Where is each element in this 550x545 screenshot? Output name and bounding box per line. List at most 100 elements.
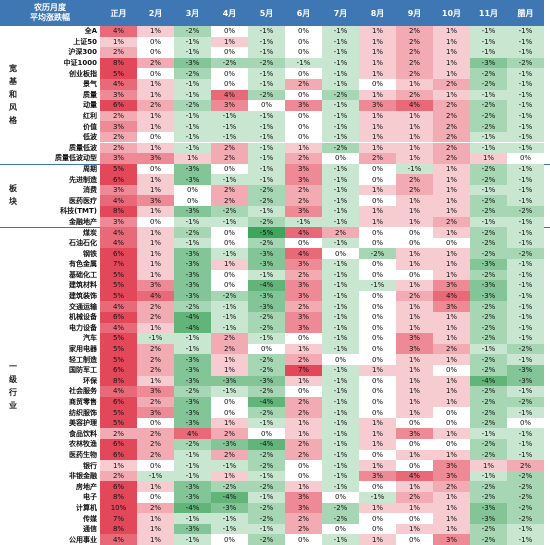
heatmap-cell: 1% (137, 89, 174, 101)
row-label: 金融地产 (69, 217, 97, 226)
heatmap-cell: -4% (248, 280, 285, 291)
heatmap-cell: -1% (211, 174, 248, 185)
heatmap-cell: 2% (211, 153, 248, 164)
heatmap-cell: 2% (137, 354, 174, 365)
heatmap-cell: -3% (174, 248, 211, 259)
heatmap-cell: 1% (470, 460, 507, 471)
heatmap-cell: -1% (248, 269, 285, 281)
heatmap-cell: 1% (359, 47, 396, 58)
heatmap-cell: -1% (322, 174, 359, 185)
heatmap-cell: 6% (100, 439, 137, 450)
heatmap-cell: -2% (322, 142, 359, 154)
heatmap-cell: 1% (396, 396, 433, 408)
heatmap-cell: -1% (507, 311, 544, 323)
heatmap-cell: -1% (322, 301, 359, 312)
heatmap-cell: 1% (433, 428, 470, 440)
heatmap-cell: 0% (396, 269, 433, 281)
heatmap-cell: 0% (322, 354, 359, 365)
row-label: 社会服务 (69, 387, 97, 396)
heatmap-cell: -1% (507, 184, 544, 196)
heatmap-cell: -4% (174, 322, 211, 334)
heatmap-cell: 2% (211, 343, 248, 355)
heatmap-cell: 0% (285, 470, 322, 482)
heatmap-cell: 6% (100, 174, 137, 185)
heatmap-cell: -2% (470, 174, 507, 185)
heatmap-cell: 3% (396, 343, 433, 355)
heatmap-cell: -2% (174, 439, 211, 450)
row-label: 家用电器 (69, 345, 97, 354)
heatmap-cell: -1% (507, 407, 544, 418)
group-label-text: 宽基和风格 (9, 64, 17, 126)
heatmap-cell: 0% (285, 131, 322, 143)
heatmap-cell: -1% (174, 460, 211, 471)
heatmap-cell: -2% (248, 311, 285, 323)
heatmap-cell: -1% (322, 460, 359, 471)
heatmap-cell: 3% (433, 460, 470, 471)
group-label: 一级行业 (0, 227, 26, 545)
heatmap-cell: -2% (248, 513, 285, 524)
heatmap-cell: 3% (285, 492, 322, 503)
heatmap-cell: 8% (100, 492, 137, 503)
corner-title: 农历月度 (34, 3, 66, 12)
heatmap-cell: 3% (433, 280, 470, 291)
heatmap-cell: 0% (359, 237, 396, 249)
heatmap-cell: -1% (248, 206, 285, 217)
heatmap-cell: 1% (396, 153, 433, 164)
heatmap-cell: 2% (137, 502, 174, 514)
heatmap-cell: 4% (285, 248, 322, 259)
heatmap-cell: 0% (285, 110, 322, 122)
heatmap-cell: 1% (359, 417, 396, 429)
group-label-text: 板块 (9, 184, 17, 207)
heatmap-cell: -3% (174, 396, 211, 408)
heatmap-cell: 0% (359, 396, 396, 408)
row-label: 动量 (83, 101, 97, 110)
heatmap-cell: -1% (322, 470, 359, 482)
heatmap-cell: 0% (359, 195, 396, 207)
heatmap-cell: -2% (507, 492, 544, 503)
heatmap-cell: 7% (285, 364, 322, 376)
heatmap-cell: 3% (100, 153, 137, 164)
heatmap-cell: 1% (137, 269, 174, 281)
heatmap-cell: 2% (285, 354, 322, 365)
row-label: 纺织服饰 (69, 408, 97, 417)
row-label: 公用事业 (69, 535, 97, 544)
heatmap-cell: 3% (100, 89, 137, 101)
heatmap-cell: 1% (433, 492, 470, 503)
heatmap-cell: 3% (285, 100, 322, 111)
heatmap-cell: -1% (322, 343, 359, 355)
heatmap-cell: 6% (100, 481, 137, 493)
heatmap-cell: 2% (285, 523, 322, 535)
heatmap-cell: 5% (100, 269, 137, 281)
heatmap-cell: 2% (396, 184, 433, 196)
heatmap-cell: -1% (248, 174, 285, 185)
heatmap-cell: -1% (322, 290, 359, 302)
heatmap-cell: 3% (285, 502, 322, 514)
row-label: 计算机 (76, 503, 97, 512)
month-header: 8月 (359, 0, 396, 26)
row-label: 中证1000 (63, 59, 97, 68)
heatmap-cell: -2% (470, 396, 507, 408)
heatmap-cell: -3% (174, 206, 211, 217)
heatmap-cell: 2% (285, 184, 322, 196)
heatmap-cell: 0% (285, 386, 322, 397)
heatmap-cell: 4% (396, 100, 433, 111)
heatmap-cell: -1% (248, 153, 285, 164)
heatmap-cell: 0% (248, 428, 285, 440)
row-label: 美容护理 (69, 419, 97, 428)
heatmap-cell: -1% (248, 36, 285, 48)
heatmap-cell: -1% (174, 534, 211, 545)
heatmap-cell: -2% (248, 184, 285, 196)
heatmap-cell: -2% (470, 100, 507, 111)
heatmap-cell: -1% (507, 68, 544, 79)
heatmap-cell: -1% (359, 492, 396, 503)
heatmap-cell: 1% (359, 26, 396, 37)
heatmap-cell: -1% (322, 322, 359, 334)
row-label: 国防军工 (69, 366, 97, 375)
heatmap-cell: 1% (433, 227, 470, 238)
heatmap-cell: 1% (285, 142, 322, 154)
row-label: 钢铁 (83, 249, 97, 258)
heatmap-cell: -2% (470, 311, 507, 323)
heatmap-cell: 1% (433, 26, 470, 37)
heatmap-cell: -1% (507, 121, 544, 132)
heatmap-cell: -2% (470, 417, 507, 429)
